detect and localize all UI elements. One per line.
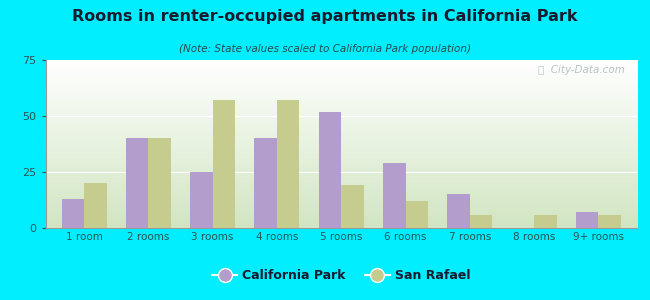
Text: (Note: State values scaled to California Park population): (Note: State values scaled to California… [179,44,471,53]
Text: Rooms in renter-occupied apartments in California Park: Rooms in renter-occupied apartments in C… [72,9,578,24]
Bar [383,163,406,228]
Bar [148,138,171,228]
Bar [190,172,213,228]
Bar [254,138,277,228]
Bar [470,214,492,228]
Legend: California Park, San Rafael: California Park, San Rafael [207,265,475,287]
Bar [447,194,470,228]
Bar [599,214,621,228]
Bar [576,212,599,228]
Bar [277,100,300,228]
Bar [534,214,556,228]
Bar [341,185,364,228]
Bar [406,201,428,228]
Bar [126,138,148,228]
Bar [213,100,235,228]
Bar [84,183,107,228]
Bar [62,199,84,228]
Bar [318,112,341,228]
Text: ⓘ  City-Data.com: ⓘ City-Data.com [538,65,625,75]
